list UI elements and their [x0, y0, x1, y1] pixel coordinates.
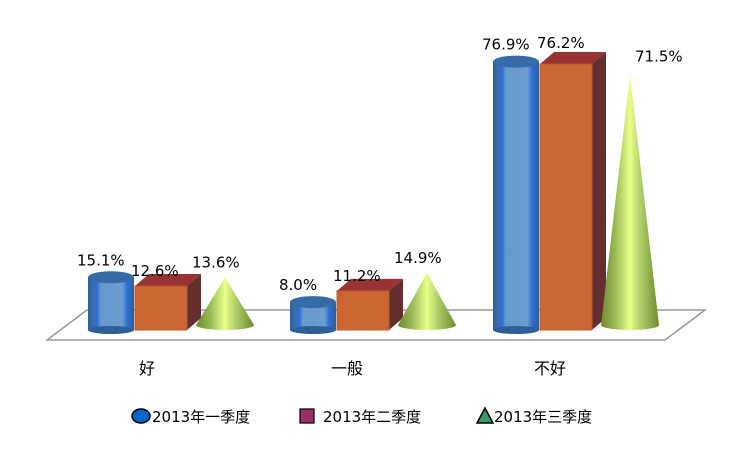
cylinder-body — [493, 61, 539, 331]
box-side — [389, 278, 403, 330]
category-label: 好 — [139, 359, 155, 378]
category-label: 一般 — [331, 359, 363, 378]
legend-icon-cone — [475, 406, 495, 424]
legend-icon-box — [299, 408, 315, 424]
data-label: 11.2% — [333, 267, 381, 285]
legend-icon-cylinder — [131, 408, 151, 424]
legend: 2013年一季度 2013年二季度 2013年三季度 — [131, 406, 592, 426]
data-label: 12.6% — [131, 262, 179, 280]
data-label: 76.9% — [482, 36, 530, 54]
box-front — [539, 63, 593, 331]
cylinder-body — [88, 277, 134, 330]
box-front — [134, 285, 188, 331]
box-front — [336, 290, 390, 331]
cone — [601, 75, 659, 330]
cylinder-top — [88, 271, 134, 284]
bar-q2-2 — [539, 52, 606, 331]
cylinder-top — [290, 296, 336, 309]
cylinder-bottom — [88, 326, 134, 334]
cylinder-bottom — [290, 326, 336, 334]
bar-q1-0 — [88, 271, 134, 334]
data-label: 8.0% — [279, 276, 317, 294]
data-label: 14.9% — [394, 249, 442, 267]
box-top — [337, 278, 403, 291]
box-top — [135, 274, 201, 287]
category-label: 不好 — [534, 359, 566, 378]
legend-label-q2: 2013年二季度 — [323, 408, 421, 426]
data-label: 76.2% — [537, 34, 585, 52]
data-label: 13.6% — [192, 254, 240, 272]
bar-q2-1 — [336, 278, 403, 331]
bar-q1-1 — [290, 296, 336, 334]
legend-label-q3: 2013年三季度 — [494, 408, 592, 426]
box-side — [592, 52, 606, 330]
bar-q3-0 — [196, 277, 254, 330]
bar-q3-2 — [601, 75, 659, 330]
bar-q3-1 — [398, 272, 456, 330]
box-side — [187, 274, 201, 330]
data-label: 15.1% — [77, 251, 125, 269]
bar-q2-0 — [134, 274, 201, 331]
cone — [398, 272, 456, 330]
cylinder-bottom — [493, 326, 539, 334]
cone — [196, 277, 254, 330]
legend-label-q1: 2013年一季度 — [152, 408, 250, 426]
data-label: 71.5% — [635, 47, 683, 65]
box-top — [540, 52, 606, 65]
cylinder-top — [493, 55, 539, 68]
bar-q1-2 — [493, 55, 539, 334]
